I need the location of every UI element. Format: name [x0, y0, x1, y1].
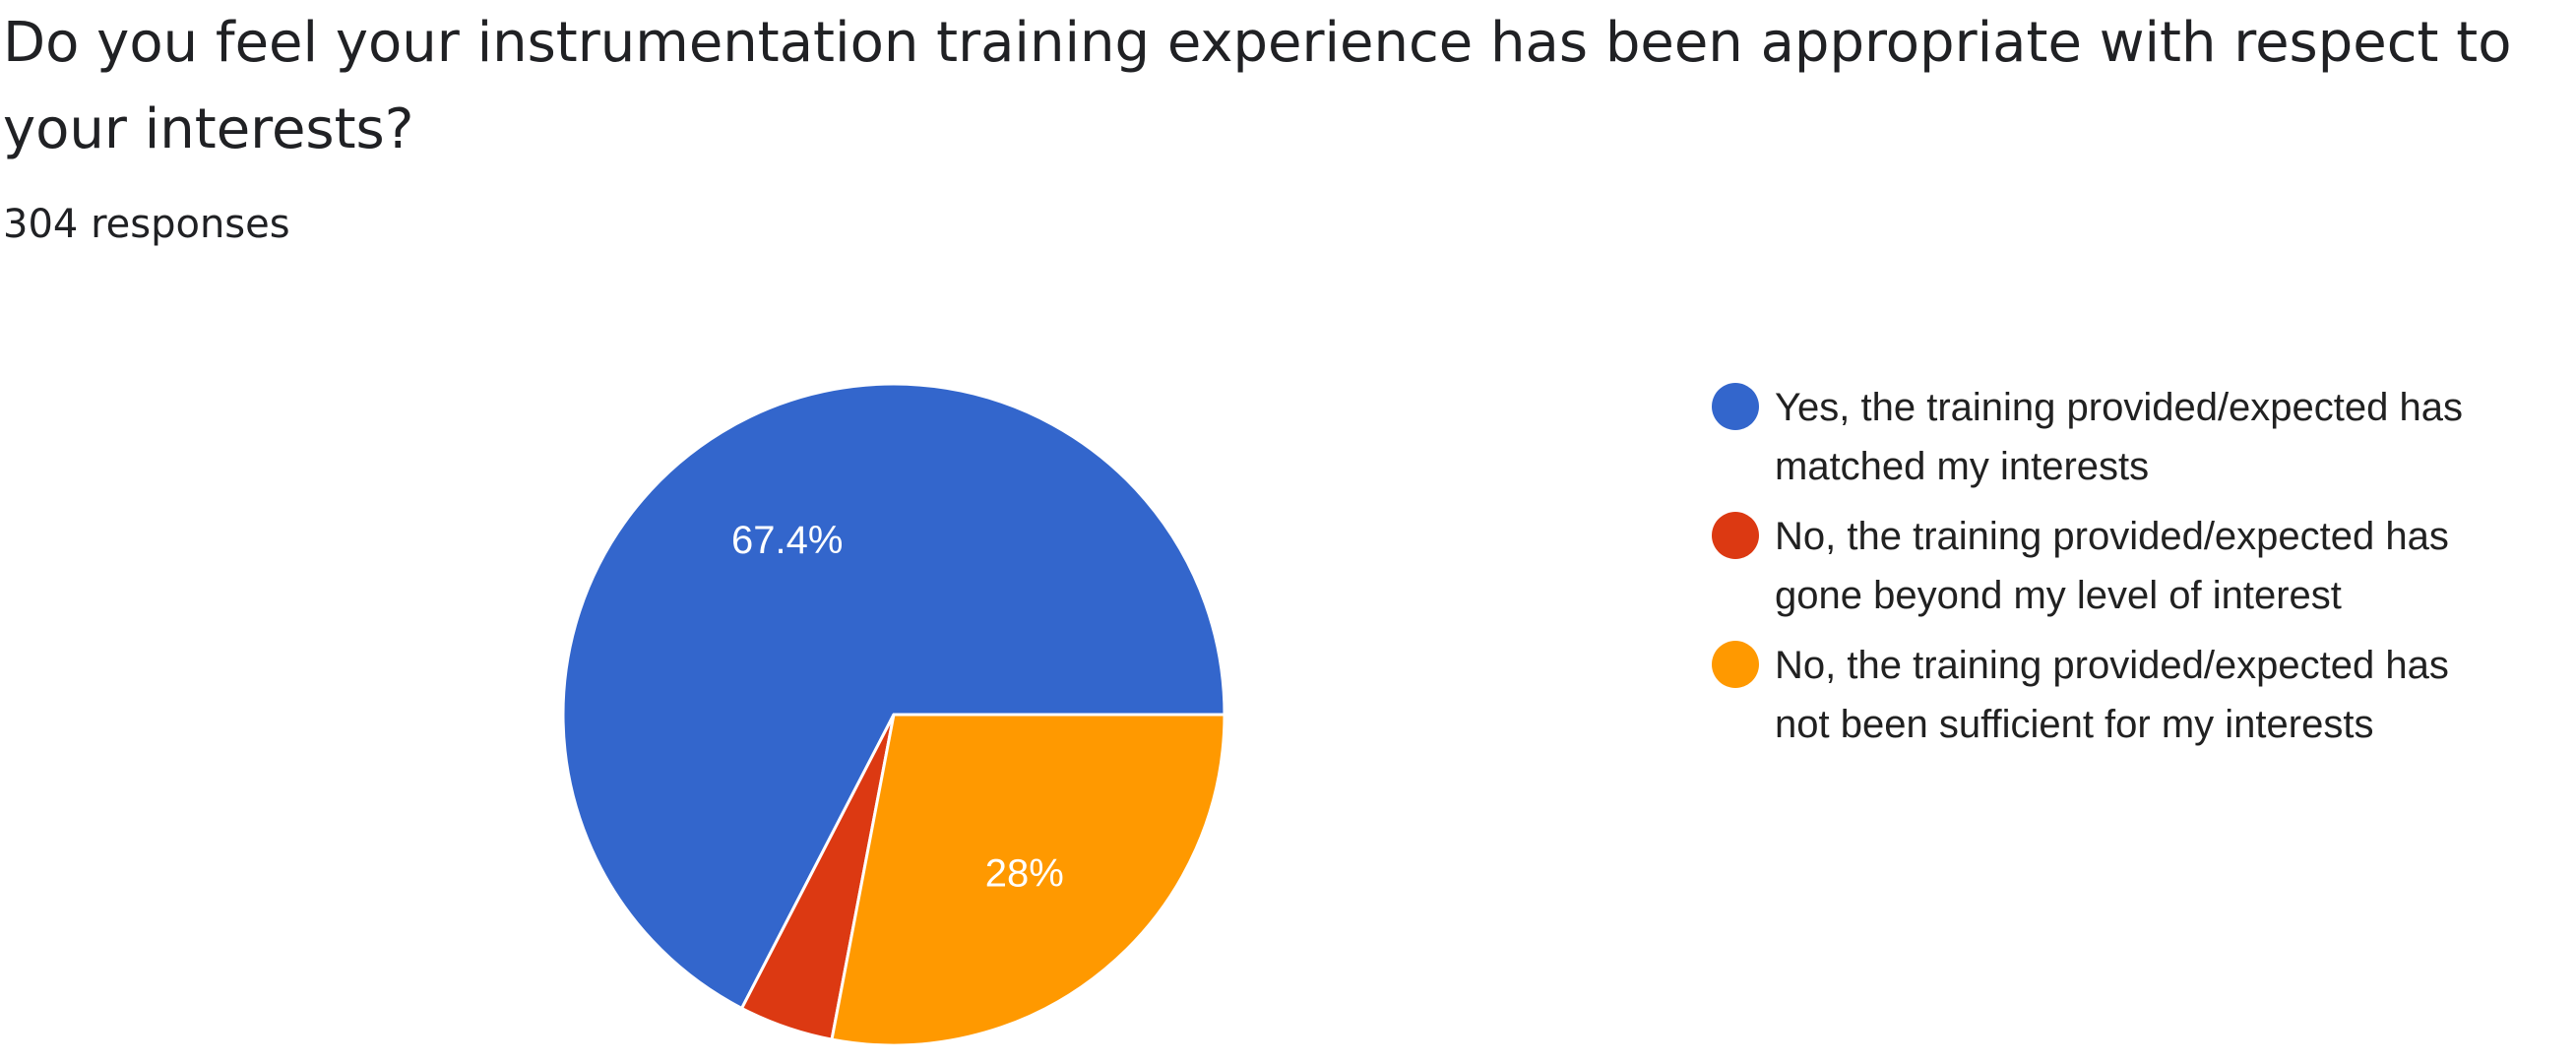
legend-item-2[interactable]: No, the training provided/expected has go…	[1712, 512, 2449, 617]
legend-label-2-line-2: gone beyond my level of interest	[1775, 574, 2342, 617]
legend-label-3-line-2: not been sufficient for my interests	[1775, 703, 2373, 746]
legend-label-2-line-1: No, the training provided/expected has	[1775, 515, 2449, 558]
response-count: 304 responses	[3, 202, 290, 247]
pie-slice-label-3: 28%	[985, 852, 1064, 896]
pie-slice-1[interactable]	[561, 382, 1226, 1010]
legend-label-1-line-1: Yes, the training provided/expected has	[1775, 386, 2463, 429]
legend-swatch-3	[1712, 641, 1759, 688]
question-title: Do you feel your instrumentation trainin…	[3, 11, 2512, 161]
legend-item-1[interactable]: Yes, the training provided/expected has m…	[1712, 383, 2463, 488]
pie-slice-3[interactable]	[830, 713, 1226, 1047]
pie-slice-labels: 67.4% 28%	[731, 519, 1064, 896]
legend-swatch-2	[1712, 512, 1759, 559]
legend-swatch-1	[1712, 383, 1759, 430]
legend-label-1-line-2: matched my interests	[1775, 445, 2149, 488]
pie-slice-label-1: 67.4%	[731, 519, 843, 562]
pie-slices	[561, 382, 1226, 1047]
chart-legend: Yes, the training provided/expected has m…	[1712, 383, 2463, 746]
legend-item-3[interactable]: No, the training provided/expected has no…	[1712, 641, 2449, 746]
legend-label-3-line-1: No, the training provided/expected has	[1775, 644, 2449, 687]
